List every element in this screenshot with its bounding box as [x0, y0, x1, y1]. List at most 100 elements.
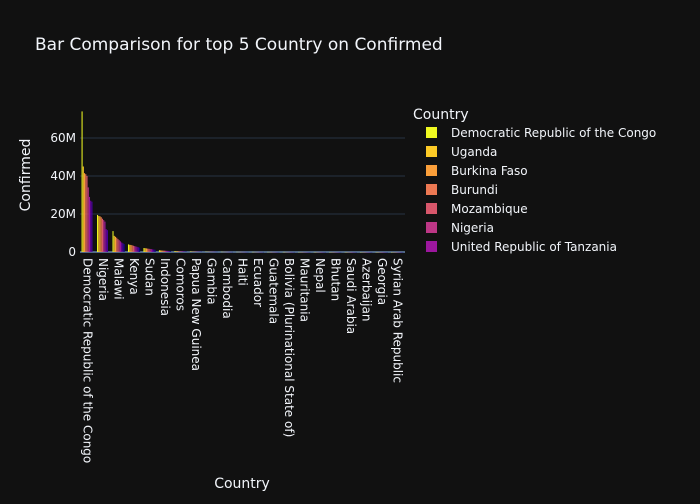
bar[interactable] — [101, 217, 102, 252]
bar[interactable] — [116, 238, 117, 252]
x-tick-label: Azerbaijan — [359, 258, 373, 321]
bar[interactable] — [129, 245, 130, 252]
bar[interactable] — [83, 167, 84, 253]
bar[interactable] — [169, 251, 170, 252]
x-tick-label: Papua New Guinea — [189, 258, 203, 371]
x-tick-label: Cambodia — [220, 258, 234, 319]
bar[interactable] — [178, 251, 179, 252]
legend-swatch[interactable] — [426, 241, 437, 252]
bar[interactable] — [161, 250, 162, 252]
bar[interactable] — [114, 236, 115, 252]
bar[interactable] — [84, 173, 85, 252]
x-tick-label: Syrian Arab Republic — [390, 258, 404, 383]
x-tick-label: Gambia — [205, 258, 219, 305]
bar[interactable] — [97, 215, 98, 252]
x-tick-label: Indonesia — [158, 258, 172, 316]
bar[interactable] — [124, 244, 125, 252]
bar[interactable] — [121, 243, 122, 253]
x-axis-title: Country — [214, 476, 270, 492]
bar[interactable] — [146, 248, 147, 252]
bar[interactable] — [91, 202, 92, 252]
bar[interactable] — [179, 251, 180, 252]
bar[interactable] — [120, 241, 121, 252]
bar[interactable] — [177, 251, 178, 252]
bar[interactable] — [107, 230, 108, 252]
legend-swatch[interactable] — [426, 203, 437, 214]
x-tick-label: Ecuador — [251, 258, 265, 307]
bar[interactable] — [132, 245, 133, 252]
bar[interactable] — [182, 251, 183, 252]
legend-label[interactable]: Burkina Faso — [451, 164, 528, 178]
bar[interactable] — [85, 174, 86, 252]
bar[interactable] — [117, 239, 118, 252]
bar[interactable] — [90, 201, 91, 252]
x-tick-label: Georgia — [375, 258, 389, 305]
bar[interactable] — [119, 240, 120, 252]
bar[interactable] — [143, 248, 144, 252]
bar[interactable] — [103, 220, 104, 252]
bar[interactable] — [137, 247, 138, 252]
bar[interactable] — [181, 251, 182, 252]
legend-label[interactable]: Uganda — [451, 145, 497, 159]
legend-swatch[interactable] — [426, 184, 437, 195]
legend-label[interactable]: Nigeria — [451, 221, 494, 235]
bar[interactable] — [134, 246, 135, 252]
bar[interactable] — [139, 248, 140, 252]
bar[interactable] — [100, 216, 101, 252]
bar[interactable] — [151, 249, 152, 252]
bar[interactable] — [163, 251, 164, 252]
bar[interactable] — [130, 245, 131, 252]
legend-label[interactable]: Burundi — [451, 183, 498, 197]
bar[interactable] — [160, 250, 161, 252]
bar[interactable] — [170, 251, 171, 252]
bar[interactable] — [168, 251, 169, 252]
bar[interactable] — [88, 187, 89, 252]
bar[interactable] — [176, 251, 177, 252]
bar[interactable] — [147, 249, 148, 252]
bar[interactable] — [89, 197, 90, 252]
bar[interactable] — [159, 250, 160, 252]
bar[interactable] — [122, 243, 123, 252]
bar[interactable] — [87, 176, 88, 252]
x-tick-label: Bolivia (Plurinational State of) — [282, 258, 296, 437]
legend-label[interactable]: United Republic of Tanzania — [451, 240, 617, 254]
legend-swatch[interactable] — [426, 146, 437, 157]
bar[interactable] — [113, 231, 114, 252]
bar[interactable] — [106, 229, 107, 252]
bar[interactable] — [166, 251, 167, 252]
bar[interactable] — [183, 251, 184, 252]
x-tick-label: Democratic Republic of the Congo — [81, 258, 95, 463]
legend-swatch[interactable] — [426, 165, 437, 176]
bar[interactable] — [135, 246, 136, 252]
bar[interactable] — [102, 219, 103, 252]
bar[interactable] — [184, 251, 185, 252]
bar[interactable] — [145, 248, 146, 252]
bar[interactable] — [152, 249, 153, 252]
legend-title: Country — [413, 107, 469, 123]
bar[interactable] — [133, 246, 134, 252]
bar[interactable] — [150, 249, 151, 252]
bar[interactable] — [165, 251, 166, 252]
bar[interactable] — [138, 247, 139, 252]
legend-swatch[interactable] — [426, 127, 437, 138]
bar[interactable] — [148, 249, 149, 252]
bar[interactable] — [164, 251, 165, 252]
bar[interactable] — [82, 111, 83, 252]
bar[interactable] — [128, 244, 129, 252]
bar[interactable] — [98, 216, 99, 252]
bar[interactable] — [174, 251, 175, 252]
y-tick-label: 20M — [50, 207, 76, 221]
bar[interactable] — [155, 250, 156, 252]
x-tick-label: Haiti — [236, 258, 250, 286]
bar[interactable] — [115, 237, 116, 252]
bar[interactable] — [153, 250, 154, 252]
bar[interactable] — [104, 222, 105, 252]
legend-swatch[interactable] — [426, 222, 437, 233]
chart-title: Bar Comparison for top 5 Country on Conf… — [35, 35, 443, 55]
legend-label[interactable]: Mozambique — [451, 202, 528, 216]
y-tick-label: 40M — [50, 169, 76, 183]
legend-label[interactable]: Democratic Republic of the Congo — [451, 126, 656, 140]
x-tick-label: Comoros — [174, 258, 188, 311]
